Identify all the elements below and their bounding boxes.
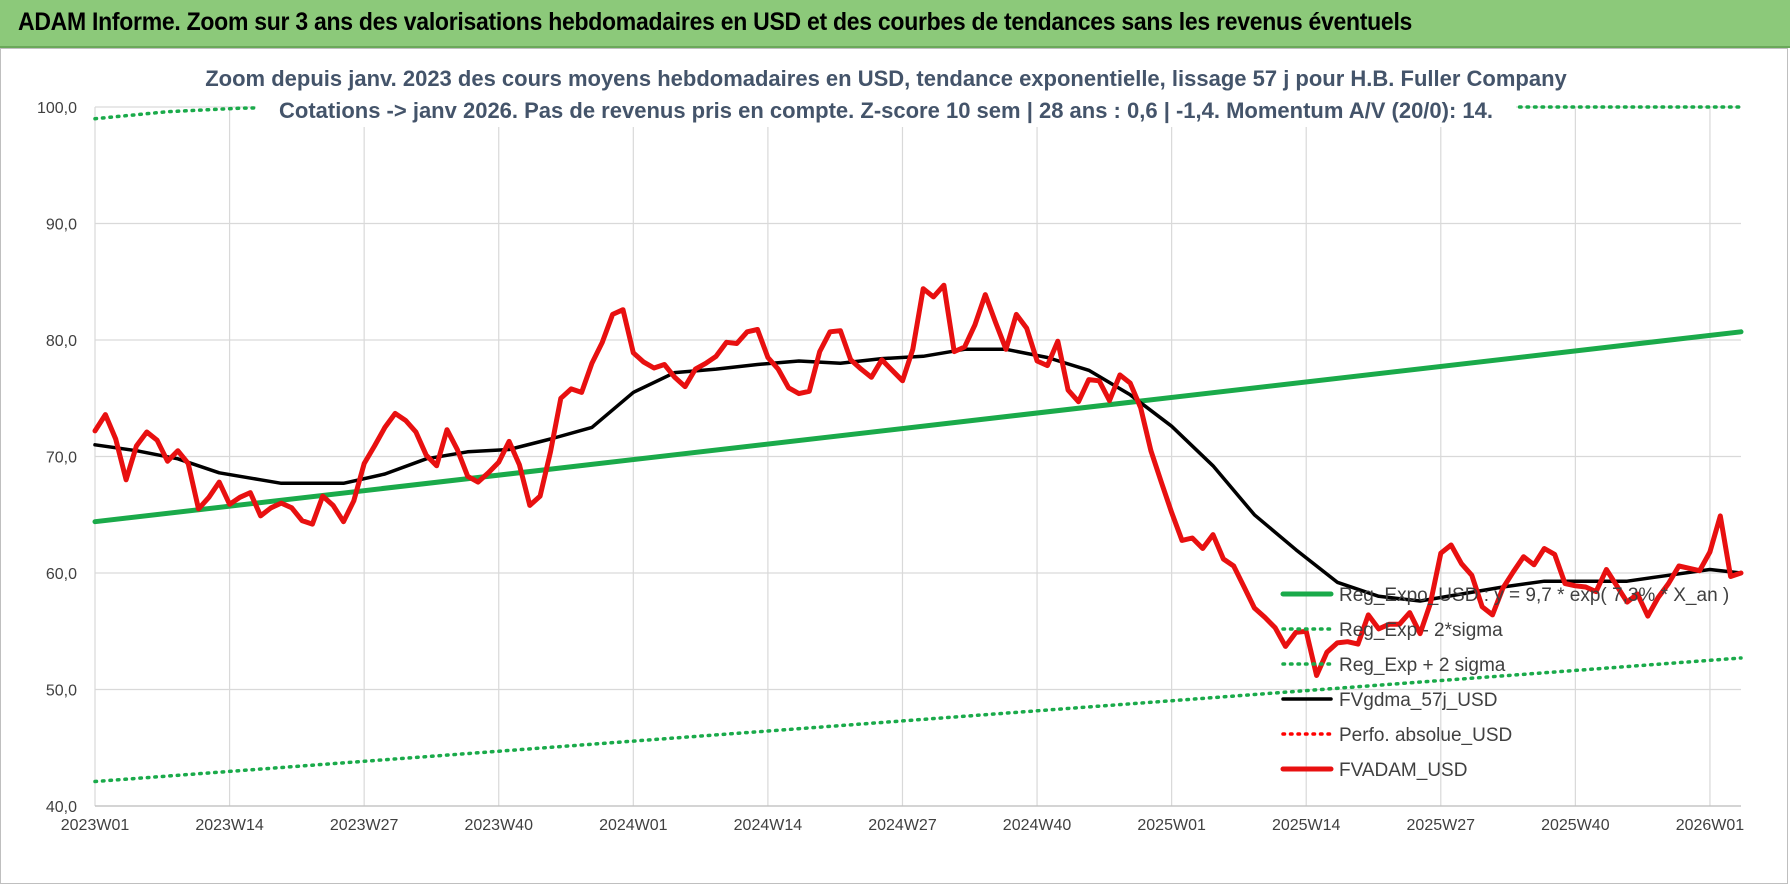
chart-frame: 100,0 90,0 80,0 70,0 60,0 50,0 40,0 2023W01 2023… <box>0 48 1788 884</box>
fvgdma-57j-line <box>93 347 1743 603</box>
x-tick-label: 2024W40 <box>1003 817 1072 834</box>
x-tick-label: 2024W01 <box>599 817 668 834</box>
legend-item-reg-minus-2sigma: Reg_Exp - 2*sigma <box>1281 620 1503 641</box>
fvadam-line <box>92 282 1744 678</box>
reg-plus-2sigma-line <box>93 105 1743 121</box>
x-tick-label: 2024W14 <box>734 817 803 834</box>
page-title: ADAM Informe. Zoom sur 3 ans des valoris… <box>18 8 1413 36</box>
title-background <box>256 63 1516 127</box>
legend-label: Perfo. absolue_USD <box>1339 725 1512 746</box>
legend-item-reg-expo: Reg_Expo_USD : y = 9,7 * exp( 7,3% * X_a… <box>1280 585 1729 606</box>
legend: Reg_Expo_USD : y = 9,7 * exp( 7,3% * X_a… <box>1280 585 1729 781</box>
x-tick-label: 2025W40 <box>1541 817 1610 834</box>
grid-lines <box>94 106 1741 807</box>
legend-label: Reg_Exp + 2 sigma <box>1339 655 1506 676</box>
reg-expo-line <box>92 329 1744 525</box>
x-tick-label: 2025W27 <box>1407 817 1476 834</box>
x-tick-label: 2025W14 <box>1272 817 1341 834</box>
y-tick-label: 80,0 <box>46 333 77 350</box>
y-tick-label: 100,0 <box>37 100 77 117</box>
chart-subtitle: Cotations -> janv 2026. Pas de revenus p… <box>279 98 1493 123</box>
x-tick-label: 2023W01 <box>61 817 130 834</box>
chart-title-block: Zoom depuis janv. 2023 des cours moyens … <box>205 63 1568 127</box>
legend-label: Reg_Expo_USD : y = 9,7 * exp( 7,3% * X_a… <box>1339 585 1729 606</box>
y-tick-label: 70,0 <box>46 450 77 467</box>
plot-series <box>92 105 1744 784</box>
header-banner: ADAM Informe. Zoom sur 3 ans des valoris… <box>0 0 1790 48</box>
legend-item-fvadam: FVADAM_USD <box>1280 760 1467 781</box>
x-tick-label: 2024W27 <box>868 817 937 834</box>
legend-label: Reg_Exp - 2*sigma <box>1339 620 1503 641</box>
legend-item-reg-plus-2sigma: Reg_Exp + 2 sigma <box>1281 655 1506 676</box>
legend-item-fvgdma: FVgdma_57j_USD <box>1281 690 1497 711</box>
x-tick-label: 2023W14 <box>195 817 264 834</box>
legend-item-perfo-absolue: Perfo. absolue_USD <box>1281 725 1512 746</box>
chart-title: Zoom depuis janv. 2023 des cours moyens … <box>205 66 1567 91</box>
reg-minus-2sigma-line <box>93 656 1743 784</box>
x-tick-label: 2025W01 <box>1137 817 1206 834</box>
y-tick-label: 60,0 <box>46 566 77 583</box>
y-tick-label: 90,0 <box>46 217 77 234</box>
x-tick-label: 2026W01 <box>1676 817 1745 834</box>
x-tick-label: 2023W27 <box>330 817 399 834</box>
legend-label: FVADAM_USD <box>1339 760 1467 781</box>
legend-label: FVgdma_57j_USD <box>1339 690 1497 711</box>
y-tick-label: 40,0 <box>46 799 77 816</box>
x-tick-label: 2023W40 <box>464 817 533 834</box>
y-tick-label: 50,0 <box>46 683 77 700</box>
